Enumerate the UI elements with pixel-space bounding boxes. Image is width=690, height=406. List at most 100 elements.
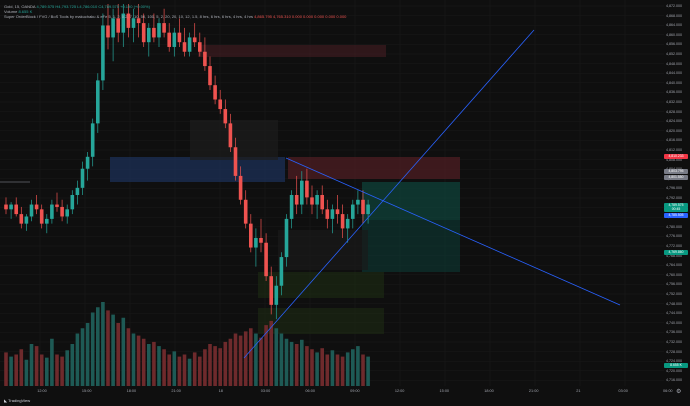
volume-bar bbox=[75, 333, 80, 386]
price-change: +0.190 (+0.00%) bbox=[120, 4, 150, 9]
volume-bar bbox=[356, 346, 360, 386]
zone-box bbox=[278, 230, 368, 270]
price-tick: 4,864.000 bbox=[666, 23, 682, 28]
price-tick: 4,748.000 bbox=[666, 301, 682, 306]
candle bbox=[177, 32, 182, 43]
candle bbox=[29, 204, 34, 217]
candle bbox=[238, 175, 243, 200]
volume-bar bbox=[264, 325, 268, 386]
price-tick: 4,824.000 bbox=[666, 119, 682, 124]
volume-bar bbox=[19, 349, 24, 386]
candle bbox=[345, 218, 350, 229]
indicator-header[interactable]: Super OrderBlock / FVG / BoS Tools by ma… bbox=[4, 14, 346, 19]
candle bbox=[330, 209, 335, 219]
candle bbox=[167, 32, 171, 47]
time-tick: 18:00 bbox=[126, 389, 137, 393]
price-tick: 4,812.000 bbox=[666, 148, 682, 152]
price-badge: 00:45 bbox=[664, 207, 688, 213]
price-tick: 4,728.000 bbox=[666, 349, 682, 354]
candle bbox=[351, 204, 355, 219]
symbol-name[interactable]: Gold, 15, OANDA bbox=[4, 4, 36, 9]
price-tick: 4,792.000 bbox=[666, 196, 682, 200]
time-tick: 15:00 bbox=[439, 389, 450, 393]
candle bbox=[14, 204, 18, 215]
price-badge: 4,789.575 bbox=[664, 203, 688, 208]
price-tick: 4,848.000 bbox=[666, 61, 682, 66]
volume-bar bbox=[294, 344, 299, 386]
candle bbox=[85, 156, 90, 169]
candle bbox=[269, 276, 273, 305]
volume-bar bbox=[310, 349, 314, 386]
time-tick: 12:00 bbox=[37, 389, 47, 393]
price-badge: 4,810.233 bbox=[664, 153, 688, 159]
tradingview-logo[interactable]: ◣ TradingView bbox=[4, 398, 30, 403]
candle bbox=[315, 195, 319, 205]
candle bbox=[249, 223, 253, 248]
volume-label: Volume bbox=[4, 9, 18, 14]
zone-box bbox=[258, 308, 384, 334]
time-tick: 18:00 bbox=[484, 389, 494, 393]
price-badge: 8.655 K bbox=[664, 362, 688, 368]
time-tick: 06:00 bbox=[305, 389, 315, 393]
price-tick: 4,720.000 bbox=[666, 368, 682, 373]
price-tick: 4,776.000 bbox=[666, 234, 682, 239]
volume-bar bbox=[254, 333, 258, 386]
candle bbox=[172, 32, 177, 47]
volume-bar bbox=[330, 350, 335, 386]
candle bbox=[60, 206, 64, 217]
time-tick: 15:00 bbox=[81, 389, 92, 393]
trendline-down bbox=[285, 157, 621, 306]
candle bbox=[34, 204, 39, 210]
candle bbox=[106, 25, 110, 38]
candle bbox=[19, 214, 24, 224]
candle bbox=[157, 23, 161, 38]
time-tick: 21:00 bbox=[171, 389, 181, 393]
time-tick: 09:00 bbox=[350, 389, 360, 393]
volume-bar bbox=[223, 341, 228, 386]
zone-box bbox=[198, 45, 386, 57]
volume-header[interactable]: Volume 8.655 K bbox=[4, 9, 32, 14]
candle bbox=[243, 199, 248, 224]
price-tick: 4,772.000 bbox=[666, 244, 682, 248]
volume-bar bbox=[80, 328, 85, 386]
time-tick: 12:00 bbox=[394, 389, 405, 393]
candle bbox=[279, 257, 284, 286]
volume-bar bbox=[218, 348, 222, 386]
candle bbox=[152, 27, 156, 38]
candle bbox=[198, 42, 202, 52]
volume-bar bbox=[335, 354, 340, 386]
price-tick: 4,796.000 bbox=[666, 186, 682, 191]
price-tick: 4,836.000 bbox=[666, 90, 682, 95]
volume-bar bbox=[65, 350, 69, 386]
price-tick: 4,872.000 bbox=[666, 4, 682, 8]
price-tick: 4,740.000 bbox=[666, 320, 682, 325]
volume-bar bbox=[34, 346, 39, 386]
price-axis[interactable] bbox=[664, 0, 690, 396]
candle bbox=[80, 168, 85, 188]
candle bbox=[218, 99, 222, 110]
volume-bar bbox=[325, 354, 330, 386]
time-tick: 21 bbox=[576, 389, 581, 393]
price-tick: 4,828.000 bbox=[666, 109, 682, 114]
candle bbox=[305, 180, 309, 198]
volume-bar bbox=[172, 351, 177, 386]
zone-box bbox=[362, 220, 460, 272]
price-tick: 4,840.000 bbox=[666, 80, 682, 85]
price-tick: 4,844.000 bbox=[666, 71, 682, 76]
candle bbox=[121, 13, 126, 33]
volume-bar bbox=[39, 354, 44, 386]
symbol-header[interactable]: Gold, 15, OANDA 4,789.575 H4,793.725 L4,… bbox=[4, 4, 150, 9]
candle bbox=[96, 80, 100, 124]
volume-bar bbox=[131, 333, 136, 386]
volume-bar bbox=[4, 352, 8, 386]
candle bbox=[116, 18, 120, 33]
volume-bar bbox=[90, 312, 95, 386]
time-tick: 18 bbox=[218, 389, 223, 393]
candle bbox=[111, 18, 115, 38]
indicator-values: 4,865.795 4,765.310 0.000 0.000 0.000 0.… bbox=[254, 14, 347, 19]
volume-bar bbox=[238, 335, 243, 386]
price-tick: 4,852.000 bbox=[666, 52, 682, 56]
gear-icon[interactable]: ⚙ bbox=[676, 389, 682, 395]
